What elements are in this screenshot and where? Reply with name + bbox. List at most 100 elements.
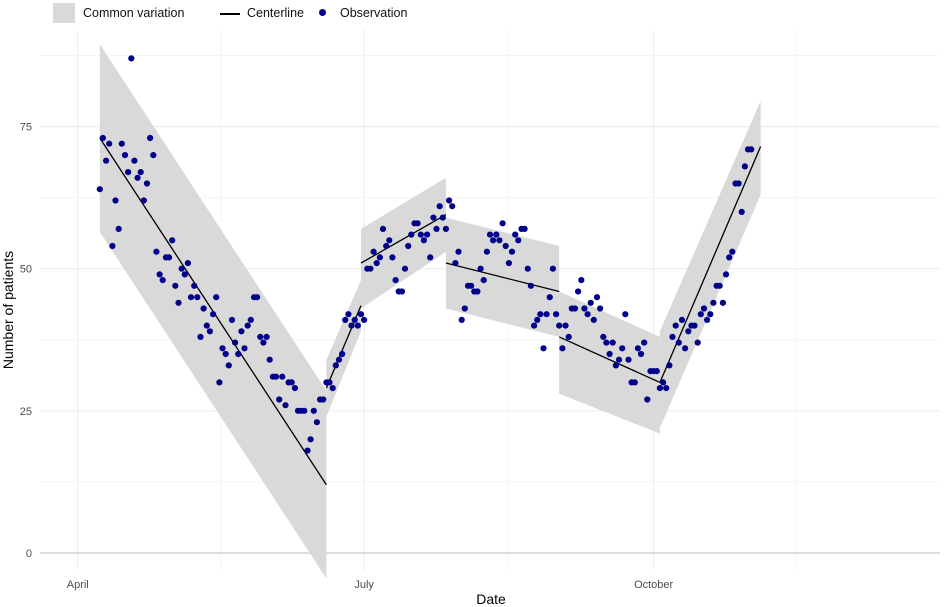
centerline-segment <box>360 214 447 264</box>
observation-point <box>521 225 528 232</box>
observation-point <box>379 225 387 232</box>
observation-point <box>546 294 553 301</box>
observation-point <box>735 180 742 187</box>
y-tick-label: 0 <box>26 548 32 560</box>
observation-point <box>430 214 437 221</box>
observation-point <box>115 225 122 232</box>
observation-point <box>373 260 380 267</box>
tick-label-layer: 0 25 50 75 April July October <box>20 122 674 591</box>
common-variation-band <box>559 291 660 434</box>
observation-point <box>279 373 286 380</box>
observation-point <box>131 157 138 164</box>
observation-point <box>505 260 512 267</box>
legend-band-swatch <box>53 3 75 23</box>
observation-point <box>748 146 755 153</box>
observation-point <box>593 294 601 301</box>
observation-point <box>112 197 119 204</box>
variation-band-layer <box>99 44 761 579</box>
observation-point <box>137 169 144 176</box>
observation-point <box>653 368 660 375</box>
observation-point <box>452 260 459 267</box>
observation-point <box>210 311 217 318</box>
observation-point <box>637 350 645 358</box>
y-tick-label: 50 <box>20 264 32 276</box>
observation-point <box>219 345 226 352</box>
observation-point <box>663 385 670 392</box>
observation-point <box>666 362 673 369</box>
legend-line-swatch <box>219 3 241 23</box>
observation-point <box>619 345 626 352</box>
observation-point <box>222 350 229 358</box>
legend-item-observation: Observation <box>312 2 407 24</box>
observation-point <box>103 157 110 164</box>
observation-point <box>128 55 135 62</box>
observation-point <box>351 316 358 323</box>
observation-point <box>310 407 317 414</box>
observation-point <box>420 237 427 244</box>
observation-point <box>143 180 151 187</box>
observation-point <box>159 277 166 284</box>
observation-point <box>578 277 585 284</box>
observation-point <box>184 260 191 267</box>
observation-point <box>345 311 352 318</box>
observation-point <box>169 237 176 244</box>
observation-point <box>106 140 113 147</box>
observation-point <box>216 379 223 386</box>
observation-point <box>738 208 745 215</box>
observation-point <box>313 419 320 426</box>
observation-point <box>134 174 141 181</box>
observation-point <box>257 333 264 340</box>
observation-point <box>499 220 506 227</box>
observation-point <box>376 254 383 261</box>
observation-point <box>477 265 484 272</box>
observation-point <box>203 322 210 329</box>
observation-point <box>584 311 591 318</box>
observation-point <box>486 231 494 238</box>
observation-point <box>531 322 538 329</box>
observation-point <box>710 299 717 306</box>
observation-point <box>553 311 560 318</box>
observation-point <box>172 282 179 289</box>
observation-point <box>446 197 453 204</box>
observation-point <box>156 271 163 278</box>
observation-point <box>625 356 632 363</box>
observation-point <box>726 254 733 261</box>
observation-point <box>342 316 349 323</box>
observation-point <box>187 294 195 301</box>
observation-point <box>458 316 465 323</box>
observation-point <box>682 345 689 352</box>
observation-point <box>524 265 531 272</box>
observation-point <box>125 169 132 176</box>
observation-point <box>606 350 613 358</box>
legend-item-centerline: Centerline <box>219 2 304 24</box>
observation-point <box>417 231 424 238</box>
observation-point <box>634 345 642 352</box>
observation-point <box>543 311 550 318</box>
observation-point <box>556 322 563 329</box>
observation-point <box>194 294 201 301</box>
observation-point <box>691 322 698 329</box>
observation-point <box>474 288 481 295</box>
observation-point <box>490 237 497 244</box>
observation-point <box>512 231 519 238</box>
observation-point <box>581 305 588 312</box>
observation-point <box>241 345 248 352</box>
observation-point <box>150 152 157 159</box>
observation-point <box>357 311 365 318</box>
observation-point <box>320 396 327 403</box>
observation-point <box>389 254 396 261</box>
observation-point <box>515 237 522 244</box>
observation-point <box>370 248 377 255</box>
observation-point <box>622 311 629 318</box>
observation-point <box>401 265 409 272</box>
observation-point <box>354 322 361 329</box>
observation-point <box>549 265 557 272</box>
observation-point <box>398 288 405 295</box>
centerline-segment <box>659 146 762 383</box>
observation-point <box>367 265 374 272</box>
observation-point <box>559 345 566 352</box>
observation-point <box>631 379 638 386</box>
observation-point <box>291 385 298 392</box>
observation-point <box>260 339 267 346</box>
